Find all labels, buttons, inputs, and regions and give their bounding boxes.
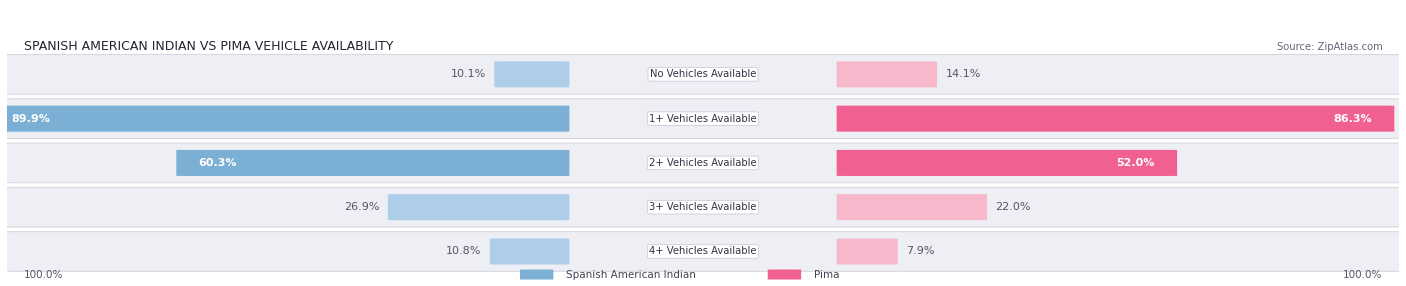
Text: 4+ Vehicles Available: 4+ Vehicles Available — [650, 247, 756, 257]
Text: Source: ZipAtlas.com: Source: ZipAtlas.com — [1277, 42, 1382, 52]
FancyBboxPatch shape — [489, 239, 569, 265]
FancyBboxPatch shape — [3, 99, 1403, 138]
FancyBboxPatch shape — [3, 143, 1403, 183]
Text: 89.9%: 89.9% — [11, 114, 51, 124]
Text: 52.0%: 52.0% — [1116, 158, 1154, 168]
Text: 100.0%: 100.0% — [1343, 269, 1382, 279]
Text: No Vehicles Available: No Vehicles Available — [650, 69, 756, 79]
Text: 3+ Vehicles Available: 3+ Vehicles Available — [650, 202, 756, 212]
FancyBboxPatch shape — [837, 106, 1395, 132]
FancyBboxPatch shape — [837, 150, 1177, 176]
FancyBboxPatch shape — [837, 61, 936, 88]
Text: 10.8%: 10.8% — [446, 247, 481, 257]
FancyBboxPatch shape — [176, 150, 569, 176]
Text: 1+ Vehicles Available: 1+ Vehicles Available — [650, 114, 756, 124]
Text: 2+ Vehicles Available: 2+ Vehicles Available — [650, 158, 756, 168]
Text: Spanish American Indian: Spanish American Indian — [565, 269, 696, 279]
FancyBboxPatch shape — [3, 187, 1403, 227]
Text: SPANISH AMERICAN INDIAN VS PIMA VEHICLE AVAILABILITY: SPANISH AMERICAN INDIAN VS PIMA VEHICLE … — [24, 40, 394, 53]
Text: 7.9%: 7.9% — [905, 247, 935, 257]
FancyBboxPatch shape — [520, 269, 554, 279]
Text: 60.3%: 60.3% — [198, 158, 238, 168]
Text: Pima: Pima — [814, 269, 839, 279]
FancyBboxPatch shape — [495, 61, 569, 88]
Text: 100.0%: 100.0% — [24, 269, 63, 279]
Text: 14.1%: 14.1% — [945, 69, 981, 79]
Text: 86.3%: 86.3% — [1333, 114, 1372, 124]
FancyBboxPatch shape — [388, 194, 569, 220]
FancyBboxPatch shape — [768, 269, 801, 279]
Text: 22.0%: 22.0% — [995, 202, 1031, 212]
FancyBboxPatch shape — [837, 194, 987, 220]
Text: 10.1%: 10.1% — [451, 69, 486, 79]
FancyBboxPatch shape — [3, 55, 1403, 94]
FancyBboxPatch shape — [3, 232, 1403, 271]
FancyBboxPatch shape — [837, 239, 898, 265]
Text: 26.9%: 26.9% — [344, 202, 380, 212]
FancyBboxPatch shape — [0, 106, 569, 132]
